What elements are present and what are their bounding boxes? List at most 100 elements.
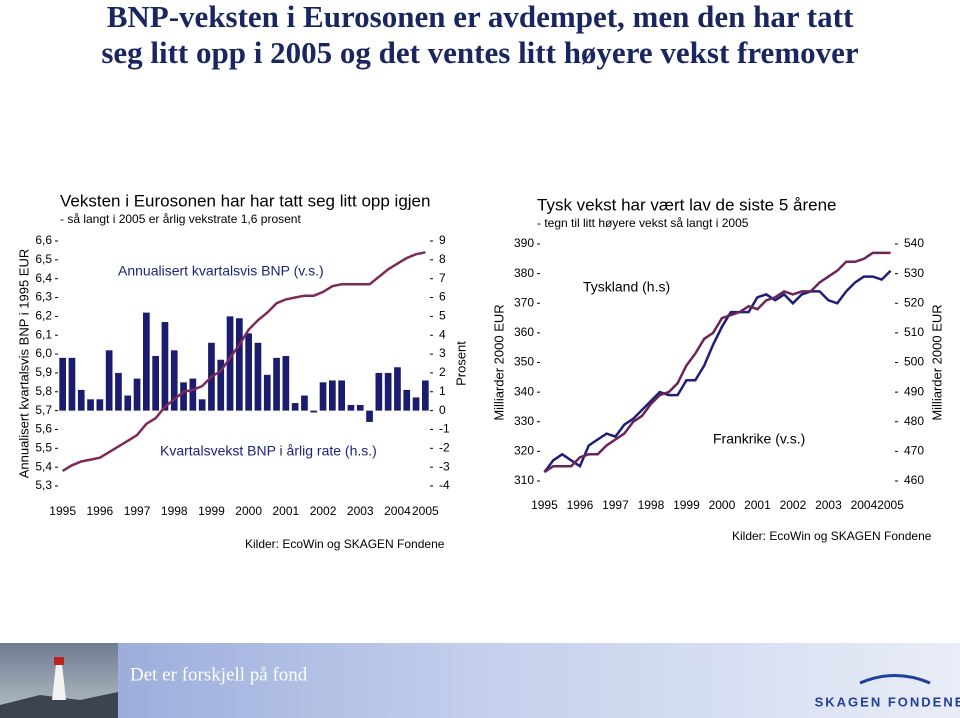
y2-tick-label: 510	[904, 325, 924, 339]
bar	[161, 322, 169, 411]
footer-band	[0, 643, 960, 718]
x-tick-label: 2003	[347, 504, 374, 518]
bar	[180, 382, 187, 411]
series-label: Frankrike (v.s.)	[713, 431, 805, 447]
bar	[319, 382, 327, 411]
y-axis-title: Milliarder 2000 EUR	[491, 304, 506, 420]
bar	[198, 399, 206, 411]
x-tick-label: 2001	[272, 504, 299, 518]
bar	[170, 350, 178, 411]
y-tick-label: 5,4	[35, 459, 52, 473]
y2-tick-label: 0	[439, 403, 446, 417]
line	[61, 251, 426, 472]
y2-tick-label: 1	[439, 384, 446, 398]
series-label: Annualisert kvartalsvis BNP (v.s.)	[118, 263, 324, 279]
bar	[366, 410, 373, 422]
bar	[273, 357, 280, 411]
y2-tick-label: -2	[439, 440, 450, 454]
y2-tick-label: 530	[904, 266, 924, 280]
y-tick-label: 6,6	[35, 233, 52, 247]
x-tick-label: 2005	[412, 504, 439, 518]
bar	[143, 312, 150, 411]
slide-title: seg litt opp i 2005 og det ventes litt h…	[101, 35, 859, 70]
source: Kilder: EcoWin og SKAGEN Fondene	[732, 529, 932, 543]
y-tick-label: 310	[514, 473, 534, 487]
y-tick-label: 5,6	[35, 422, 52, 436]
chart-title: Tysk vekst har vært lav de siste 5 årene	[537, 195, 837, 214]
y2-tick-label: 9	[439, 233, 446, 247]
y-tick-label: 5,5	[35, 440, 52, 454]
y2-tick-label: 4	[439, 327, 446, 341]
y2-tick-label: 3	[439, 346, 446, 360]
bar	[394, 367, 401, 411]
x-tick-label: 1997	[602, 498, 629, 512]
logo-mark	[859, 674, 931, 685]
bar	[124, 395, 132, 411]
y2-tick-label: 470	[904, 444, 924, 458]
chart-subtitle: - så langt i 2005 er årlig vekstrate 1,6…	[60, 212, 301, 226]
bar	[96, 399, 104, 411]
bar	[356, 404, 364, 411]
y2-tick-label: -4	[439, 478, 450, 492]
bar	[236, 318, 243, 411]
x-tick-label: 2004	[851, 498, 878, 512]
y2-tick-label: 6	[439, 290, 446, 304]
x-tick-label: 1999	[673, 498, 700, 512]
y2-tick-label: 460	[904, 473, 924, 487]
bar	[245, 333, 252, 411]
bar	[254, 342, 262, 411]
y-axis-title: Annualisert kvartalsvis BNP i 1995 EUR	[16, 249, 31, 479]
y2-tick-label: 500	[904, 355, 924, 369]
bar	[282, 355, 290, 411]
slide-title: BNP-veksten i Eurosonen er avdempet, men…	[107, 0, 854, 34]
y-tick-label: 360	[514, 325, 534, 339]
y-tick-label: 5,3	[35, 478, 52, 492]
y-tick-label: 5,7	[35, 403, 52, 417]
bar	[403, 389, 411, 411]
y2-tick-label: 2	[439, 365, 446, 379]
y-tick-label: 320	[514, 444, 534, 458]
x-tick-label: 1999	[198, 504, 225, 518]
y-tick-label: 370	[514, 295, 534, 309]
x-tick-label: 2002	[780, 498, 807, 512]
bar	[152, 355, 159, 411]
line	[543, 269, 892, 473]
line	[543, 251, 891, 474]
y2-tick-label: 7	[439, 271, 446, 285]
y-tick-label: 6,3	[35, 290, 52, 304]
y2-tick-label: 520	[904, 295, 924, 309]
bar	[310, 410, 318, 413]
bar	[105, 350, 113, 411]
y2-tick-label: 540	[904, 236, 924, 250]
footer-rocks	[0, 692, 118, 718]
bar	[226, 316, 234, 411]
x-tick-label: 1995	[49, 504, 76, 518]
x-tick-label: 1995	[531, 498, 558, 512]
bar	[59, 357, 66, 411]
x-tick-label: 1997	[124, 504, 151, 518]
footer-slogan: Det er forskjell på fond	[130, 664, 308, 685]
y-tick-label: 390	[514, 236, 534, 250]
x-tick-label: 2003	[815, 498, 842, 512]
x-tick-label: 1998	[161, 504, 188, 518]
bar	[291, 403, 299, 411]
y-tick-label: 6,5	[35, 252, 52, 266]
chart-subtitle: - tegn til litt høyere vekst så langt i …	[537, 216, 749, 230]
y2-tick-label: -3	[439, 459, 450, 473]
y2-tick-label: 5	[439, 309, 446, 323]
x-tick-label: 2004	[384, 504, 411, 518]
bar	[375, 372, 383, 411]
bar	[133, 378, 141, 411]
bar	[189, 378, 197, 411]
y-tick-label: 6,1	[35, 327, 52, 341]
bar	[338, 380, 345, 411]
y2-tick-label: -1	[439, 422, 450, 436]
y2-tick-label: 490	[904, 384, 924, 398]
y-tick-label: 5,8	[35, 384, 52, 398]
y-tick-label: 5,9	[35, 365, 52, 379]
y2-tick-label: 8	[439, 252, 446, 266]
bar	[422, 380, 429, 411]
bar	[77, 389, 85, 411]
y-tick-label: 6,4	[35, 271, 52, 285]
